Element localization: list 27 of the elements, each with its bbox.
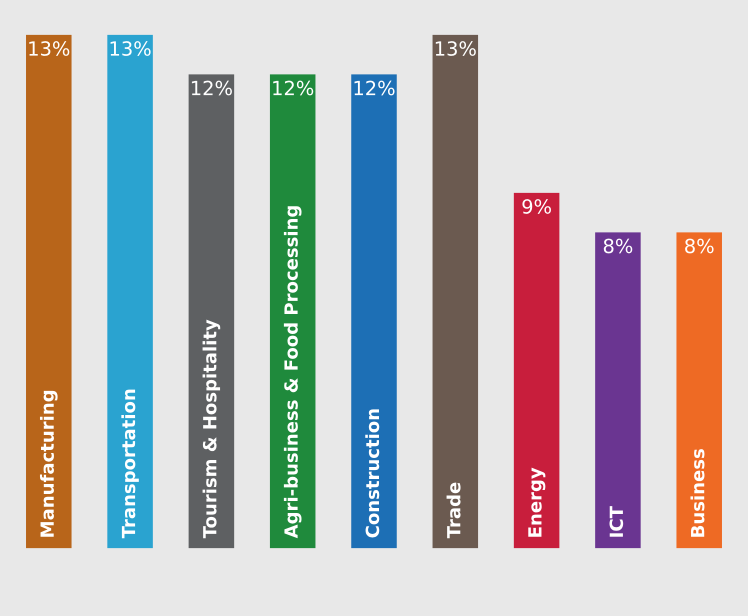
bar [107, 34, 153, 548]
x-tick-label: Agri-business & Food Processing [284, 206, 302, 538]
x-tick-label: Trade [446, 482, 461, 538]
bar [270, 74, 316, 548]
bar [432, 34, 478, 548]
data-label: 9% [522, 199, 551, 214]
x-tick-label: Manufacturing [40, 390, 58, 537]
data-label: 12% [192, 80, 232, 96]
bar [188, 74, 234, 548]
x-tick-label: Energy [528, 468, 546, 537]
bar [676, 232, 722, 548]
bar [514, 192, 560, 548]
data-label: 13% [29, 41, 70, 56]
data-label: 12% [354, 80, 395, 96]
x-tick-label: Business [690, 449, 704, 537]
data-label: 13% [436, 41, 476, 56]
bar [595, 232, 641, 548]
x-tick-label: Tourism & Hospitality [202, 320, 220, 538]
data-label: 13% [110, 41, 151, 56]
data-label: 12% [273, 80, 314, 96]
x-tick-label: Construction [365, 409, 380, 538]
x-tick-label: Transportation [121, 390, 139, 538]
bar [351, 74, 397, 548]
data-label: 8% [685, 238, 714, 254]
x-tick-label: ICT [609, 506, 624, 537]
data-label: 8% [604, 238, 632, 254]
bar [26, 34, 72, 548]
